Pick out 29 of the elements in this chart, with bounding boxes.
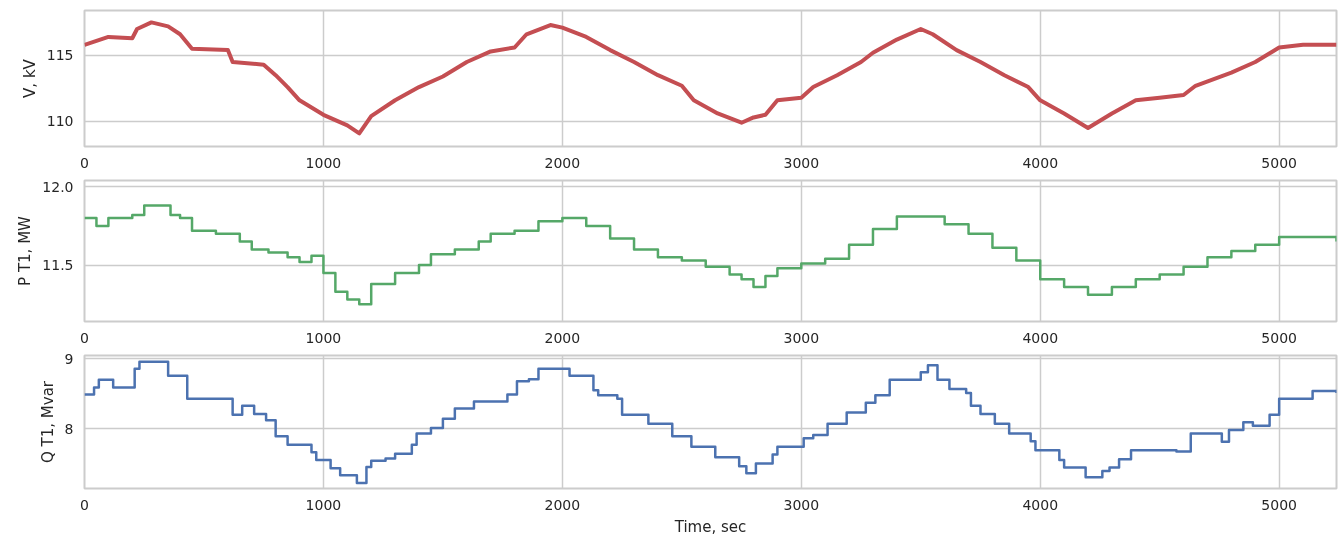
line-series — [84, 20, 1337, 136]
x-tick-label: 2000 — [544, 154, 581, 171]
y-axis-title: Q T1, Mvar — [38, 380, 57, 463]
y-tick-label: 12.0 — [42, 178, 74, 195]
x-tick-label: 4000 — [1022, 496, 1059, 513]
x-tick-label: 0 — [80, 496, 89, 513]
x-tick-label: 0 — [80, 154, 89, 171]
x-tick-label: 3000 — [783, 329, 820, 346]
y-tick-label: 110 — [46, 113, 74, 130]
x-tick-label: 1000 — [305, 329, 342, 346]
x-tick-label: 0 — [80, 329, 89, 346]
y-tick-label: 115 — [46, 47, 74, 64]
y-tick-label: 9 — [64, 350, 74, 367]
y-axis-title: V, kV — [20, 58, 39, 98]
y-tick-label: 11.5 — [42, 257, 74, 274]
x-tick-label: 3000 — [783, 154, 820, 171]
x-tick-label: 1000 — [305, 496, 342, 513]
x-tick-label: 5000 — [1261, 329, 1297, 346]
x-tick-label: 4000 — [1022, 329, 1059, 346]
x-tick-label: 5000 — [1261, 154, 1297, 171]
x-tick-label: 4000 — [1022, 154, 1059, 171]
x-tick-label: 2000 — [544, 496, 581, 513]
x-tick-label: 3000 — [783, 496, 820, 513]
x-tick-label: 1000 — [305, 154, 342, 171]
x-tick-label: 2000 — [544, 329, 581, 346]
y-axis-title: P T1, MW — [16, 215, 35, 286]
x-tick-label: 5000 — [1261, 496, 1297, 513]
y-tick-label: 8 — [64, 420, 74, 437]
x-axis-title: Time, sec — [673, 517, 747, 536]
